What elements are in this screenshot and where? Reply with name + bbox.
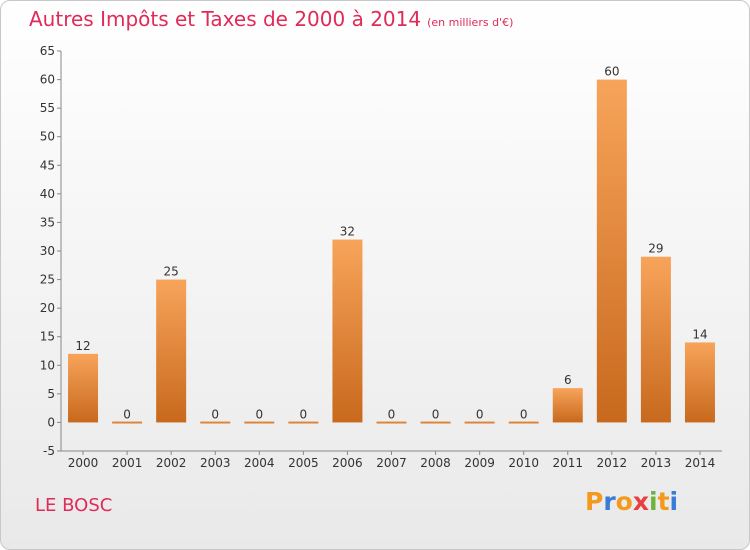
bar-2013: [640, 256, 671, 423]
x-tick-label: 2014: [685, 456, 716, 470]
commune-name: LE BOSC: [35, 495, 113, 516]
bar-2007: [376, 421, 407, 424]
data-label-2002: 25: [164, 265, 179, 279]
y-tick-label: 20: [40, 301, 55, 315]
data-label-2003: 0: [211, 407, 219, 421]
x-tick-label: 2008: [420, 456, 451, 470]
y-tick-label: 15: [40, 330, 55, 344]
x-tick-label: 2009: [464, 456, 495, 470]
y-tick-label: 5: [47, 387, 55, 401]
data-label-2013: 29: [648, 242, 663, 256]
data-label-2000: 12: [75, 339, 90, 353]
logo-letter: r: [603, 487, 616, 516]
bar-2014: [684, 342, 715, 423]
y-tick-label: 35: [40, 215, 55, 229]
bar-2010: [508, 421, 539, 424]
logo-letter: i: [669, 487, 679, 516]
chart-subtitle: (en milliers d'€): [427, 16, 514, 29]
y-tick-label: 0: [47, 415, 55, 429]
x-tick-label: 2004: [244, 456, 275, 470]
bars: [68, 79, 715, 424]
data-label-2007: 0: [388, 407, 396, 421]
x-tick-label: 2001: [112, 456, 143, 470]
y-tick-label: 10: [40, 358, 55, 372]
bar-2012: [596, 79, 627, 423]
data-labels: 12 0 25 0 0 0 32 0 0 0 0 6 60 29 14: [75, 65, 707, 422]
logo-letter: t: [657, 487, 670, 516]
bar-2004: [244, 421, 275, 424]
y-tick-label: 65: [40, 44, 55, 58]
x-tick-label: 2000: [68, 456, 99, 470]
bar-2011: [552, 388, 583, 423]
y-tick-label: 50: [40, 130, 55, 144]
x-tick-label: 2002: [156, 456, 187, 470]
bar-2009: [464, 421, 495, 424]
logo-letter: x: [632, 487, 649, 516]
data-label-2012: 60: [604, 65, 619, 79]
data-label-2014: 14: [692, 327, 707, 341]
x-tick-label: 2012: [597, 456, 628, 470]
bar-2001: [112, 421, 143, 424]
x-tick-label: 2003: [200, 456, 231, 470]
data-label-2008: 0: [432, 407, 440, 421]
bar-2005: [288, 421, 319, 424]
x-tick-label: 2011: [552, 456, 583, 470]
bar-2006: [332, 239, 363, 423]
proxiti-logo: Proxiti: [585, 487, 678, 516]
x-tick-label: 2013: [641, 456, 672, 470]
x-tick-label: 2007: [376, 456, 407, 470]
bar-2003: [200, 421, 231, 424]
x-tick-label: 2006: [332, 456, 363, 470]
data-label-2006: 32: [340, 225, 355, 239]
y-tick-label: 55: [40, 101, 55, 115]
logo-letter: P: [585, 487, 604, 516]
y-tick-label: 30: [40, 244, 55, 258]
logo-letter: o: [615, 487, 633, 516]
data-label-2005: 0: [300, 407, 308, 421]
y-tick-label: -5: [43, 444, 55, 458]
data-label-2011: 6: [564, 373, 572, 387]
chart-title: Autres Impôts et Taxes de 2000 à 2014 (en…: [29, 7, 513, 31]
bar-2002: [156, 279, 187, 423]
data-label-2004: 0: [255, 407, 263, 421]
logo-letter: i: [649, 487, 658, 516]
bar-2000: [68, 353, 99, 423]
x-tick-label: 2010: [508, 456, 539, 470]
bar-2008: [420, 421, 451, 424]
y-tick-label: 60: [40, 73, 55, 87]
data-label-2009: 0: [476, 407, 484, 421]
data-label-2010: 0: [520, 407, 528, 421]
y-tick-label: 45: [40, 158, 55, 172]
chart-title-text: Autres Impôts et Taxes de 2000 à 2014: [29, 7, 422, 31]
y-tick-label: 25: [40, 273, 55, 287]
y-tick-label: 40: [40, 187, 55, 201]
data-label-2001: 0: [123, 407, 131, 421]
x-tick-label: 2005: [288, 456, 319, 470]
